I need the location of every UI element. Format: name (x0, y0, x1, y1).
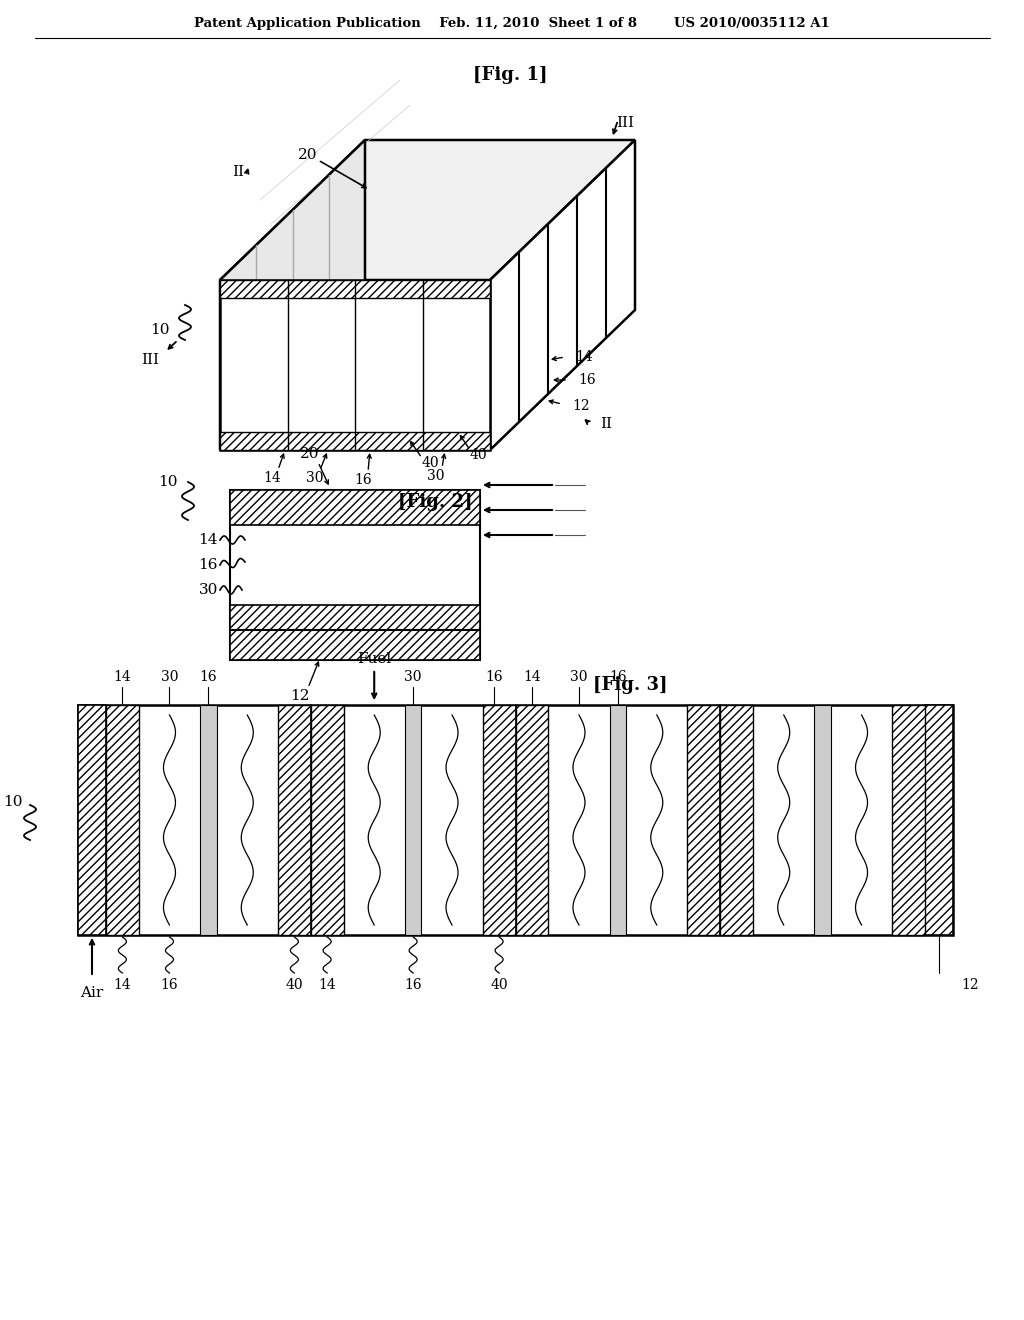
Text: 12: 12 (961, 978, 979, 993)
Bar (106, 705, 139, 935)
Text: III: III (616, 116, 634, 129)
Text: [Fig. 3]: [Fig. 3] (593, 676, 668, 694)
Text: 30: 30 (570, 671, 588, 684)
Polygon shape (220, 140, 365, 450)
Text: 12: 12 (572, 399, 590, 413)
Text: 40: 40 (421, 455, 439, 470)
Text: 14: 14 (575, 350, 593, 364)
Bar (78, 705, 106, 935)
Bar (230, 490, 480, 525)
Text: 30: 30 (404, 671, 422, 684)
Text: 16: 16 (200, 671, 217, 684)
Bar (925, 705, 953, 935)
Text: 20: 20 (300, 447, 319, 461)
Text: 14: 14 (318, 978, 336, 993)
Bar (200, 705, 216, 935)
Bar (220, 432, 490, 450)
Text: 10: 10 (3, 795, 23, 809)
Bar (892, 705, 925, 935)
Text: 14: 14 (199, 533, 218, 546)
Text: 10: 10 (151, 323, 170, 337)
Text: 30: 30 (161, 671, 178, 684)
Text: 16: 16 (199, 558, 218, 572)
Bar (230, 490, 480, 660)
Bar (404, 705, 421, 935)
Text: 14: 14 (114, 978, 131, 993)
Text: [Fig. 2]: [Fig. 2] (397, 492, 472, 511)
Text: 30: 30 (306, 471, 324, 484)
Bar (278, 705, 310, 935)
Text: 30: 30 (427, 469, 444, 483)
Text: 10: 10 (159, 475, 178, 488)
Text: Patent Application Publication    Feb. 11, 2010  Sheet 1 of 8        US 2010/003: Patent Application Publication Feb. 11, … (195, 16, 829, 29)
Text: 40: 40 (286, 978, 303, 993)
Bar (230, 605, 480, 660)
Bar (220, 280, 490, 298)
Bar (515, 705, 548, 935)
Text: 16: 16 (578, 374, 596, 387)
Text: 16: 16 (609, 671, 627, 684)
Text: 40: 40 (469, 447, 486, 462)
Text: [Fig. 1]: [Fig. 1] (473, 66, 547, 84)
Text: 12: 12 (290, 689, 309, 704)
Text: 16: 16 (404, 978, 422, 993)
Bar (720, 705, 753, 935)
Text: II: II (600, 417, 612, 432)
Text: 14: 14 (263, 471, 281, 484)
Bar (687, 705, 720, 935)
Bar (310, 705, 343, 935)
Text: 14: 14 (523, 671, 541, 684)
Bar (78, 705, 953, 935)
Polygon shape (220, 140, 635, 280)
Text: III: III (141, 352, 159, 367)
Text: 16: 16 (161, 978, 178, 993)
Text: Air: Air (80, 986, 103, 1001)
Text: II: II (232, 165, 244, 180)
Text: 30: 30 (199, 583, 218, 597)
Bar (814, 705, 830, 935)
Text: 14: 14 (114, 671, 131, 684)
Text: 16: 16 (485, 671, 503, 684)
Polygon shape (490, 140, 635, 450)
Text: 20: 20 (298, 148, 317, 162)
Text: 16: 16 (354, 473, 372, 487)
Text: Fuel: Fuel (357, 652, 391, 667)
Polygon shape (220, 280, 490, 450)
Text: 40: 40 (490, 978, 508, 993)
Bar (482, 705, 515, 935)
Bar (609, 705, 626, 935)
